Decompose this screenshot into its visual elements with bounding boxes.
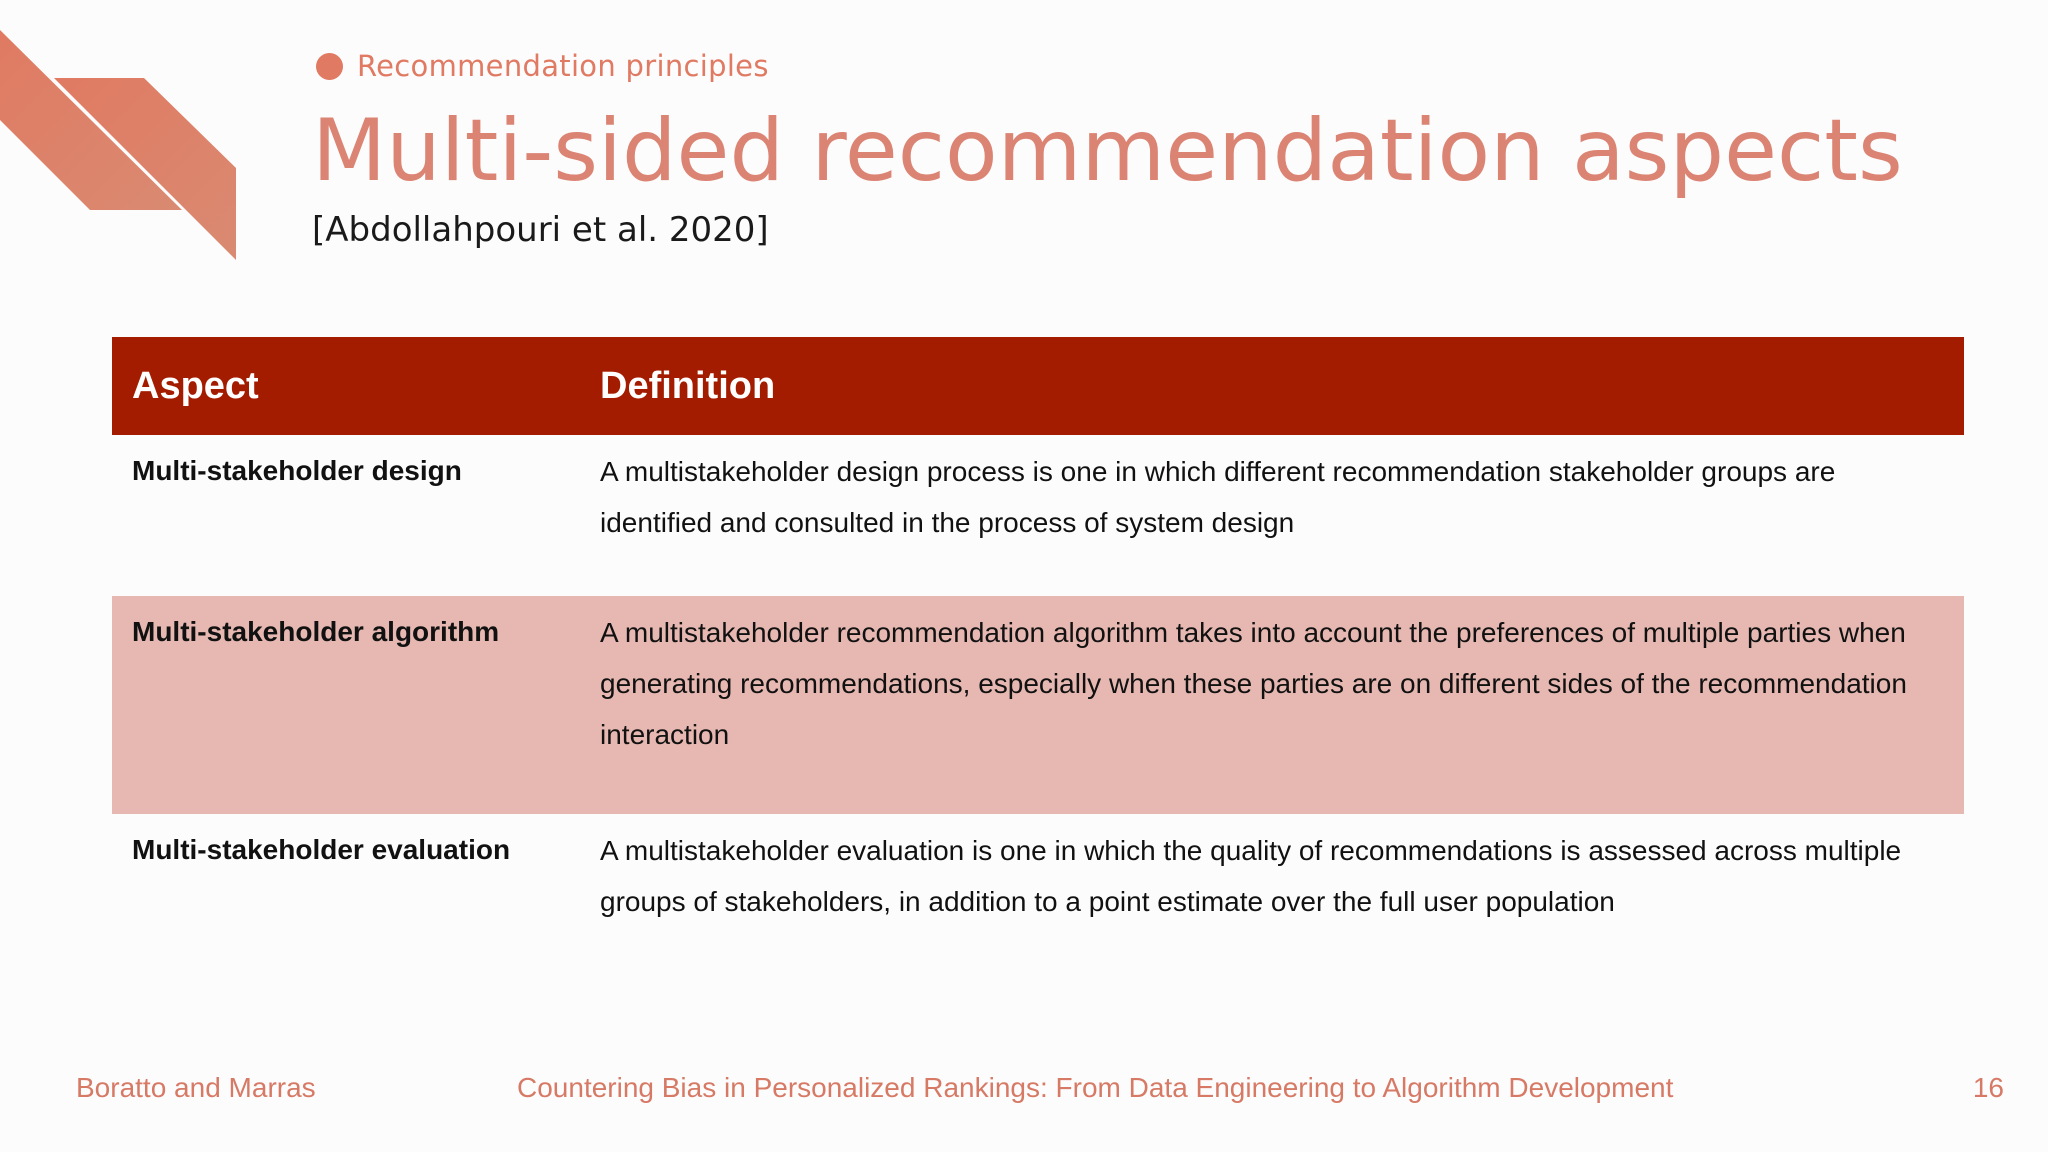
definition-cell: A multistakeholder design process is one… (600, 456, 1836, 538)
citation: [Abdollahpouri et al. 2020] (312, 210, 769, 250)
page-number: 16 (1972, 1072, 2004, 1103)
table-row: Multi-stakeholder evaluation A multistak… (112, 814, 1964, 974)
aspect-cell: Multi-stakeholder design (132, 455, 462, 486)
section-dot-icon (316, 52, 343, 80)
header-definition: Definition (600, 364, 776, 407)
decor-stripe-right (54, 78, 236, 260)
corner-decoration (0, 30, 236, 260)
definition-cell: A multistakeholder evaluation is one in … (600, 835, 1902, 917)
decor-stripe-left (0, 30, 182, 210)
table-row: Multi-stakeholder algorithm A multistake… (112, 596, 1964, 814)
table-header: Aspect Definition (112, 337, 1964, 435)
footer-authors: Boratto and Marras (76, 1072, 316, 1103)
header-aspect: Aspect (132, 364, 259, 407)
aspect-cell: Multi-stakeholder evaluation (132, 834, 511, 865)
footer-talk-title: Countering Bias in Personalized Rankings… (517, 1072, 1674, 1103)
aspect-cell: Multi-stakeholder algorithm (132, 616, 500, 647)
definition-cell: A multistakeholder recommendation algori… (600, 617, 1907, 750)
page-title: Multi-sided recommendation aspects (312, 101, 1903, 201)
section-tag: Recommendation principles (316, 48, 769, 84)
aspects-table: Aspect Definition Multi-stakeholder desi… (112, 337, 1964, 974)
section-label: Recommendation principles (357, 49, 769, 83)
table-row: Multi-stakeholder design A multistakehol… (112, 435, 1964, 596)
